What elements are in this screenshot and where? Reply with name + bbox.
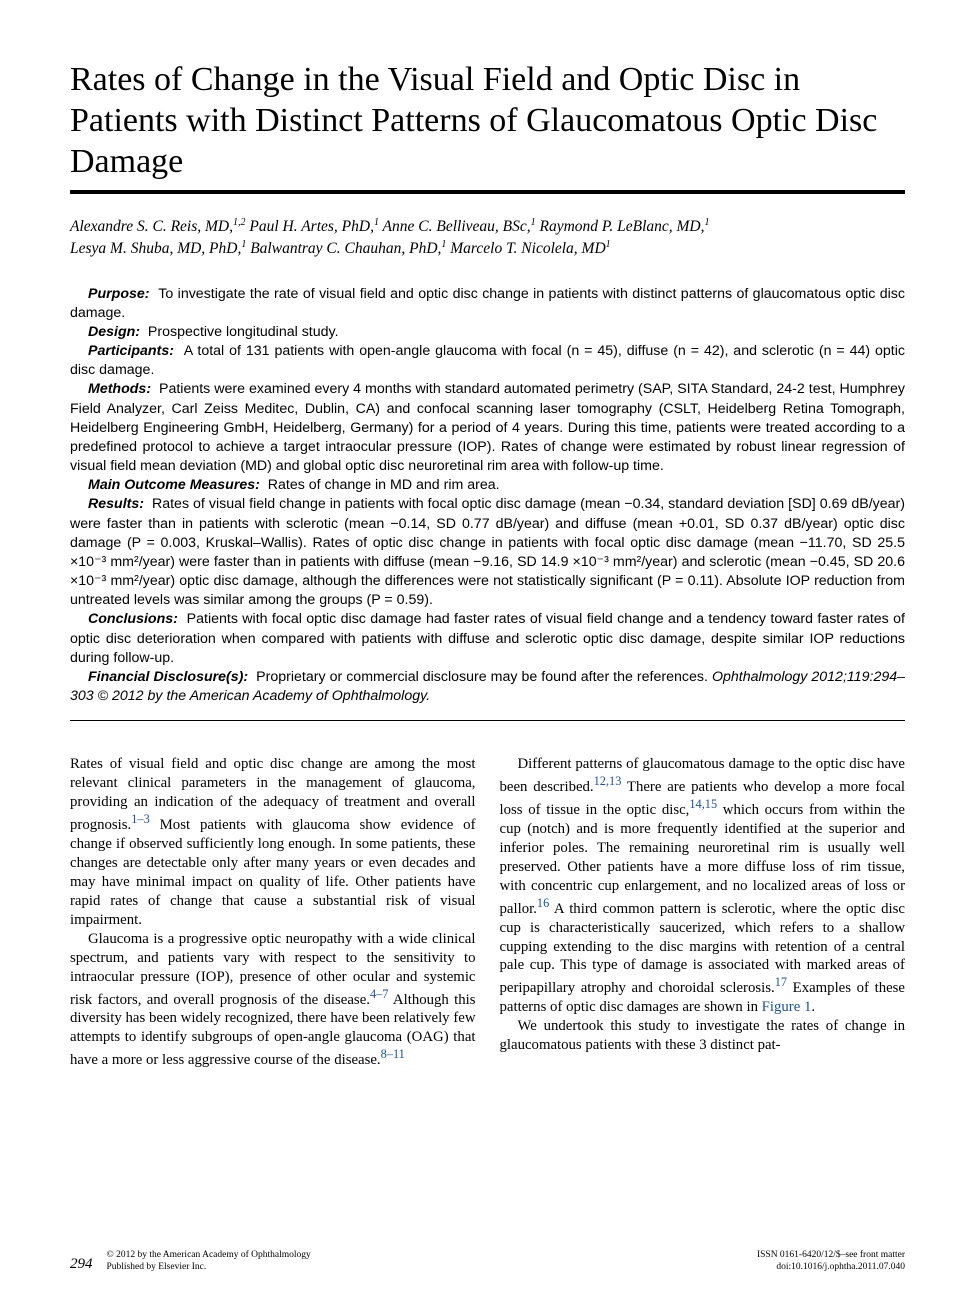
page-footer: 294 © 2012 by the American Academy of Op…: [70, 1250, 905, 1273]
body-columns: Rates of visual field and optic disc cha…: [70, 755, 905, 1070]
participants-label: Participants:: [88, 343, 174, 359]
article-title: Rates of Change in the Visual Field and …: [70, 60, 905, 182]
abstract-rule: [70, 720, 905, 721]
methods-text: Patients were examined every 4 months wi…: [70, 381, 905, 474]
body-text: which occurs from within the cup (notch)…: [500, 802, 906, 917]
author-text: Raymond P. LeBlanc, MD,: [536, 219, 705, 236]
purpose-label: Purpose:: [88, 286, 150, 302]
fd-label: Financial Disclosure(s):: [88, 669, 248, 685]
title-rule: [70, 190, 905, 194]
figure-link[interactable]: Figure 1: [762, 999, 812, 1015]
author-text: Anne C. Belliveau, BSc,: [379, 219, 531, 236]
author-text: Alexandre S. C. Reis, MD,: [70, 219, 233, 236]
author-text: Marcelo T. Nicolela, MD: [446, 241, 605, 258]
author-text: Balwantray C. Chauhan, PhD,: [246, 241, 441, 258]
results-text: Rates of visual field change in patients…: [70, 496, 905, 608]
affil-sup: 1: [606, 239, 611, 250]
body-paragraph: Different patterns of glaucomatous damag…: [500, 755, 906, 1017]
fd-text: Proprietary or commercial disclosure may…: [256, 669, 708, 685]
body-text: We undertook this study to investigate t…: [500, 1018, 906, 1053]
participants-text: A total of 131 patients with open-angle …: [70, 343, 905, 378]
design-text: Prospective longitudinal study.: [148, 324, 339, 340]
results-label: Results:: [88, 496, 144, 512]
ref-link[interactable]: 12,13: [594, 774, 622, 788]
body-paragraph: Glaucoma is a progressive optic neuropat…: [70, 930, 476, 1070]
ref-link[interactable]: 14,15: [689, 797, 717, 811]
affil-sup: 1: [705, 217, 710, 228]
publisher-text: Published by Elsevier Inc.: [107, 1262, 207, 1272]
outcome-label: Main Outcome Measures:: [88, 477, 260, 493]
ref-link[interactable]: 1–3: [131, 812, 150, 826]
doi-text: doi:10.1016/j.ophtha.2011.07.040: [776, 1262, 905, 1272]
purpose-text: To investigate the rate of visual field …: [70, 286, 905, 321]
affil-sup: 1,2: [233, 217, 246, 228]
design-label: Design:: [88, 324, 140, 340]
ref-link[interactable]: 16: [537, 896, 549, 910]
ref-link[interactable]: 17: [775, 975, 787, 989]
body-paragraph: We undertook this study to investigate t…: [500, 1017, 906, 1055]
author-text: Lesya M. Shuba, MD, PhD,: [70, 241, 241, 258]
body-paragraph: Rates of visual field and optic disc cha…: [70, 755, 476, 929]
issn-text: ISSN 0161-6420/12/$–see front matter: [757, 1250, 905, 1260]
body-text: Most patients with glaucoma show evidenc…: [70, 817, 476, 928]
author-text: Paul H. Artes, PhD,: [246, 219, 374, 236]
conclusions-text: Patients with focal optic disc damage ha…: [70, 611, 905, 665]
abstract-block: Purpose: To investigate the rate of visu…: [70, 285, 905, 707]
outcome-text: Rates of change in MD and rim area.: [268, 477, 500, 493]
methods-label: Methods:: [88, 381, 151, 397]
authors-block: Alexandre S. C. Reis, MD,1,2 Paul H. Art…: [70, 216, 905, 260]
body-text: .: [811, 999, 815, 1015]
page-number: 294: [70, 1256, 93, 1273]
conclusions-label: Conclusions:: [88, 611, 178, 627]
copyright-text: © 2012 by the American Academy of Ophtha…: [107, 1250, 311, 1260]
ref-link[interactable]: 8–11: [381, 1047, 405, 1061]
ref-link[interactable]: 4–7: [370, 987, 389, 1001]
